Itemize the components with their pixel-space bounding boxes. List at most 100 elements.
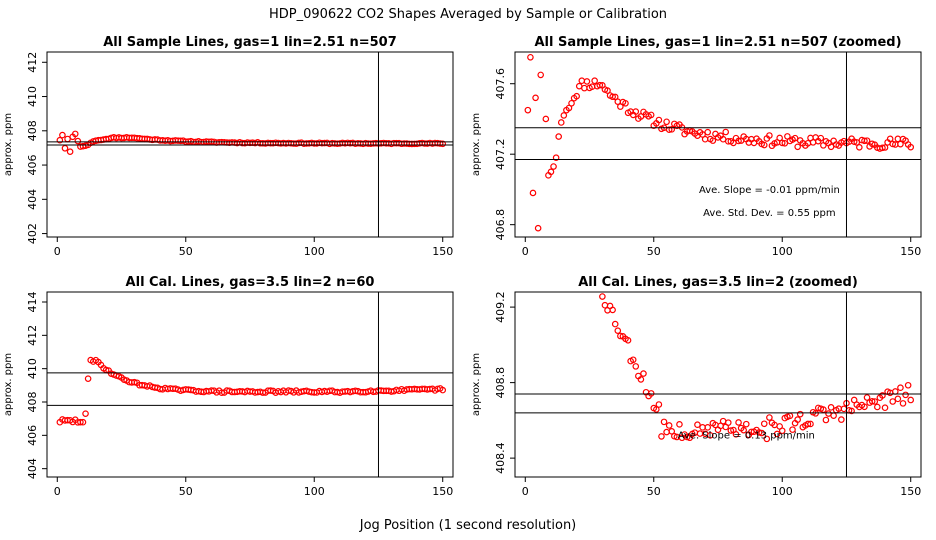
panel-1: All Sample Lines, gas=1 lin=2.51 n=507 ap…: [3, 35, 454, 258]
y-tick-label: 408: [26, 120, 39, 141]
x-tick-label: 0: [54, 245, 61, 258]
data-point: [663, 118, 670, 126]
x-tick-label: 100: [772, 485, 793, 498]
x-tick-label: 50: [647, 245, 661, 258]
data-point: [897, 140, 904, 148]
data-point: [838, 416, 845, 423]
y-tick-label: 406.8: [494, 209, 507, 241]
data-point: [131, 378, 138, 386]
data-point: [611, 320, 619, 328]
y-tick-label: 406: [26, 425, 39, 446]
data-point: [604, 87, 611, 94]
data-point: [861, 137, 868, 145]
data-point: [534, 224, 542, 232]
data-point: [694, 421, 701, 429]
data-point: [791, 134, 799, 142]
data-point: [796, 410, 804, 418]
data-point: [56, 136, 64, 144]
data-point: [527, 53, 534, 61]
annotation: Ave. Slope = 0.13 ppm/min: [678, 430, 815, 441]
panel-title: All Cal. Lines, gas=3.5 lin=2 (zoomed): [578, 275, 858, 290]
data-point: [665, 126, 673, 134]
data-point: [668, 428, 676, 435]
data-points: [524, 53, 915, 232]
data-point: [614, 327, 622, 334]
data-point: [59, 131, 66, 139]
data-point: [863, 394, 871, 401]
data-point: [899, 400, 907, 407]
panel-2: All Sample Lines, gas=1 lin=2.51 n=507 (…: [471, 35, 922, 258]
data-point: [655, 116, 663, 124]
data-point: [640, 370, 647, 377]
data-point: [766, 414, 773, 421]
y-tick-label: 407.2: [494, 138, 507, 170]
data-point: [817, 134, 825, 142]
data-point: [742, 420, 750, 428]
data-point: [622, 99, 629, 107]
data-point: [583, 78, 591, 85]
data-point: [776, 134, 783, 142]
data-point: [436, 140, 444, 147]
data-point: [804, 420, 812, 428]
data-point: [66, 148, 74, 155]
annotation: Ave. Std. Dev. = 0.55 ppm: [703, 208, 835, 219]
data-point: [889, 398, 897, 405]
data-point: [532, 94, 539, 102]
y-axis-label: approx. ppm: [3, 113, 14, 176]
data-point: [727, 427, 735, 434]
panel-title: All Cal. Lines, gas=3.5 lin=2 n=60: [126, 275, 375, 290]
data-point: [856, 144, 863, 151]
figure-xlabel: Jog Position (1 second resolution): [359, 518, 577, 533]
data-point: [794, 143, 801, 151]
data-point: [82, 410, 89, 417]
data-point: [886, 135, 894, 143]
data-point: [637, 376, 645, 383]
data-point: [439, 140, 447, 148]
data-point: [609, 306, 616, 314]
data-points: [56, 130, 447, 155]
y-tick-label: 409.2: [494, 291, 507, 323]
data-point: [724, 419, 732, 426]
data-point: [704, 128, 712, 136]
x-tick-label: 50: [179, 245, 193, 258]
data-point: [439, 386, 447, 394]
data-point: [578, 77, 586, 85]
data-point: [822, 416, 830, 424]
data-point: [874, 403, 881, 411]
y-tick-label: 407.6: [494, 68, 507, 100]
data-point: [827, 143, 835, 151]
x-tick-label: 150: [432, 485, 453, 498]
data-point: [550, 163, 557, 170]
y-axis-label: approx. ppm: [471, 113, 482, 176]
x-tick-label: 0: [522, 485, 529, 498]
data-point: [740, 426, 747, 434]
data-point: [778, 139, 786, 147]
data-point: [853, 139, 861, 146]
y-tick-label: 406: [26, 155, 39, 176]
y-tick-label: 414: [26, 292, 39, 313]
data-point: [71, 130, 79, 138]
y-tick-label: 408.8: [494, 367, 507, 399]
data-point: [617, 332, 624, 340]
data-point: [647, 111, 655, 119]
plot-frame: [514, 291, 922, 478]
y-tick-label: 408.4: [494, 442, 507, 474]
data-point: [812, 410, 819, 417]
data-point: [722, 128, 730, 136]
data-point: [794, 416, 801, 423]
data-point: [760, 420, 768, 428]
data-point: [889, 140, 897, 148]
data-point: [77, 418, 84, 426]
x-tick-label: 100: [304, 485, 325, 498]
data-point: [560, 112, 568, 119]
plot-frame: [46, 291, 454, 478]
data-point: [709, 137, 717, 144]
data-point: [668, 126, 676, 133]
data-point: [84, 375, 92, 382]
data-point: [568, 99, 575, 107]
data-point: [758, 429, 765, 437]
data-point: [760, 141, 768, 149]
data-point: [74, 137, 82, 145]
data-point: [676, 421, 683, 428]
